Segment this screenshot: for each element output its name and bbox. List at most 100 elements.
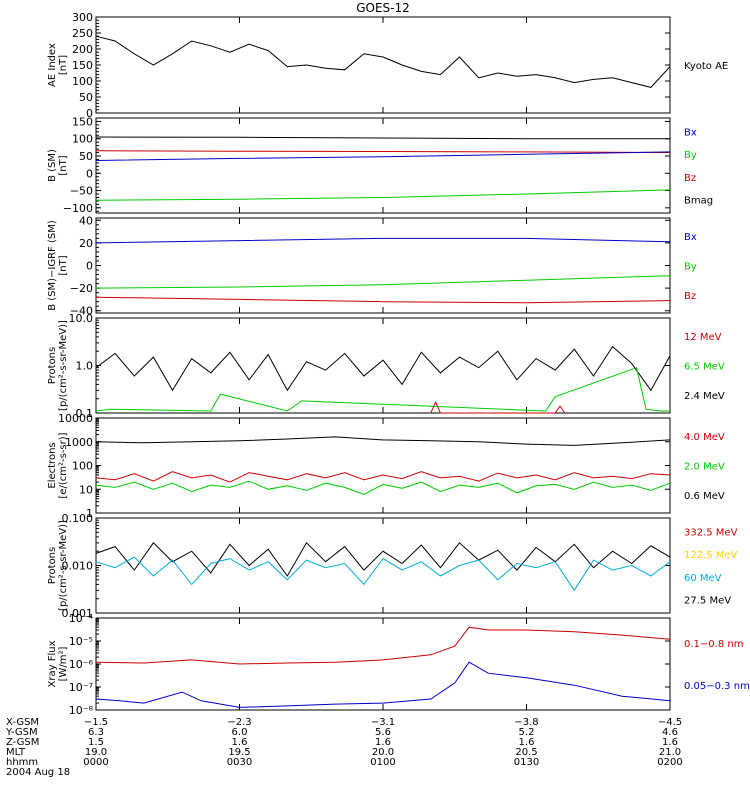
x-tick-label: 20.0 — [372, 747, 394, 758]
series-line-bz — [95, 296, 671, 304]
series-line-2-0-mev — [95, 480, 671, 496]
panel-7: 10⁻⁸ 10⁻⁷ 10⁻⁶ 10⁻⁵ 10⁻⁴ Xray Flux [W/m²] 0.1−0… — [47, 612, 750, 717]
legend-entry: Bmag — [684, 195, 713, 206]
legend-entry: Kyoto AE — [684, 61, 728, 72]
y-tick-label: 0 — [86, 107, 93, 120]
x-tick-label: −3.8 — [514, 717, 538, 728]
x-tick-label: 1.5 — [88, 737, 104, 748]
legend-entry: 12 MeV — [684, 332, 722, 343]
y-axis-label: [nT] — [58, 155, 69, 175]
panel-3: −40 −20 0 20 40 B (SM)−IGRF (SM) [nT] Bx By Bz — [47, 214, 697, 317]
y-tick-label: 10⁻⁴ — [69, 612, 94, 625]
y-tick-label: 40 — [79, 214, 93, 227]
date-label: 2004 Aug 18 — [6, 767, 70, 778]
x-tick-label: 4.6 — [662, 727, 678, 738]
y-axis-label: [p/(cm²-s-sr-MeV)] — [58, 520, 69, 611]
x-row-label: X-GSM — [6, 717, 39, 728]
legend-entry: Bz — [684, 173, 696, 184]
y-tick-label: 100 — [72, 460, 93, 473]
y-axis-label: [p/(cm²-s-sr-MeV)] — [58, 320, 69, 411]
series-line-kyoto-ae — [95, 35, 671, 88]
y-tick-label: 300 — [72, 11, 93, 24]
y-tick-label: 250 — [72, 27, 93, 40]
x-tick-label: 0000 — [83, 757, 108, 768]
y-tick-label: 200 — [72, 43, 93, 56]
y-tick-label: 10⁻⁸ — [69, 704, 94, 717]
panel-6: 0.001 0.010 0.100 Protons [p/(cm²-s-sr-MeV)]… — [47, 512, 738, 620]
y-axis-label: [e/(cm²-s-sr)] — [58, 432, 69, 498]
series-line-60-mev — [95, 556, 671, 592]
legend-entry: 122.5 MeV — [684, 550, 738, 561]
y-tick-label: 10⁻⁶ — [69, 658, 94, 671]
y-axis-label: Electrons — [47, 442, 58, 488]
y-axis-label: Protons — [47, 347, 58, 384]
series-line-bz — [95, 150, 671, 153]
y-tick-label: 100 — [72, 133, 93, 146]
y-tick-label: 50 — [79, 91, 93, 104]
y-tick-label: 10.0 — [69, 312, 94, 325]
x-tick-label: 0130 — [514, 757, 539, 768]
x-tick-label: −4.5 — [658, 717, 682, 728]
x-tick-label: 5.2 — [519, 727, 535, 738]
series-line-12-mev — [430, 400, 566, 414]
series-line-bx — [95, 151, 671, 161]
x-tick-label: −2.3 — [227, 717, 251, 728]
x-tick-label: 0100 — [370, 757, 395, 768]
panel-frame — [95, 117, 671, 214]
y-axis-label: [nT] — [58, 55, 69, 75]
y-tick-label: 150 — [72, 59, 93, 72]
y-axis-label: AE Index — [47, 43, 58, 87]
x-tick-label: 0200 — [657, 757, 682, 768]
y-axis-label: [W/m²] — [58, 646, 69, 681]
legend-entry: Bz — [684, 291, 696, 302]
series-line-by — [95, 275, 671, 289]
x-row-label: hhmm — [6, 757, 38, 768]
legend-entry: 4.0 MeV — [684, 432, 725, 443]
y-axis-label: [nT] — [58, 255, 69, 275]
legend-entry: 6.5 MeV — [684, 362, 725, 373]
y-tick-label: 10 — [79, 483, 93, 496]
panel-frame — [95, 417, 671, 514]
series-line-0-05-0-3-nm — [95, 661, 671, 708]
x-tick-label: 6.3 — [88, 727, 104, 738]
series-line-6-5-mev — [95, 367, 670, 412]
panel-frame — [95, 16, 671, 114]
x-tick-label: −1.5 — [84, 717, 108, 728]
y-axis-label: Protons — [47, 547, 58, 584]
y-tick-label: 0.100 — [62, 512, 94, 525]
legend-entry: By — [684, 150, 697, 161]
legend-entry: 332.5 MeV — [684, 528, 738, 539]
y-tick-label: 0 — [86, 167, 93, 180]
y-tick-label: 10⁻⁷ — [69, 681, 93, 694]
panel-4: 0.1 1.0 10.0 Protons [p/(cm²-s-sr-MeV)] 12 Me… — [47, 312, 725, 420]
series-line-0-6-mev — [95, 436, 671, 446]
x-row-label: MLT — [6, 747, 26, 758]
chart-title: GOES-12 — [356, 1, 410, 15]
y-tick-label: 1000 — [65, 436, 93, 449]
series-line-bx — [95, 237, 671, 244]
y-tick-label: 0.010 — [62, 560, 94, 573]
panel-frame — [95, 517, 671, 614]
x-tick-label: −3.1 — [371, 717, 395, 728]
series-line-27-5-mev — [95, 541, 671, 577]
y-axis-label: Xray Flux — [47, 640, 58, 687]
legend-entry: By — [684, 262, 697, 273]
x-tick-label: 1.6 — [375, 737, 391, 748]
x-row-label: Z-GSM — [6, 737, 39, 748]
panel-frame — [95, 617, 671, 711]
x-tick-label: 0030 — [227, 757, 252, 768]
x-tick-label: 1.6 — [662, 737, 678, 748]
legend-entry: 27.5 MeV — [684, 595, 731, 606]
panel-5: 1 10 100 1000 10000 Electrons [e/(cm²-s-sr)] 4.… — [47, 412, 725, 520]
panel-frame — [95, 317, 671, 414]
x-tick-label: 1.6 — [232, 737, 248, 748]
panel-1: 0 50 100 150 200 250 300 AE Index [nT] Kyoto AE — [47, 11, 728, 120]
panel-2: −100 −50 0 50 100 150 B (SM) [nT] Bx By Bz Bmag — [47, 115, 713, 214]
y-tick-label: 10⁻⁵ — [69, 635, 93, 648]
legend-entry: 2.0 MeV — [684, 462, 725, 473]
legend-entry: 0.05−0.3 nm — [684, 681, 750, 692]
legend-entry: Bx — [684, 128, 697, 139]
x-tick-label: 1.6 — [519, 737, 535, 748]
